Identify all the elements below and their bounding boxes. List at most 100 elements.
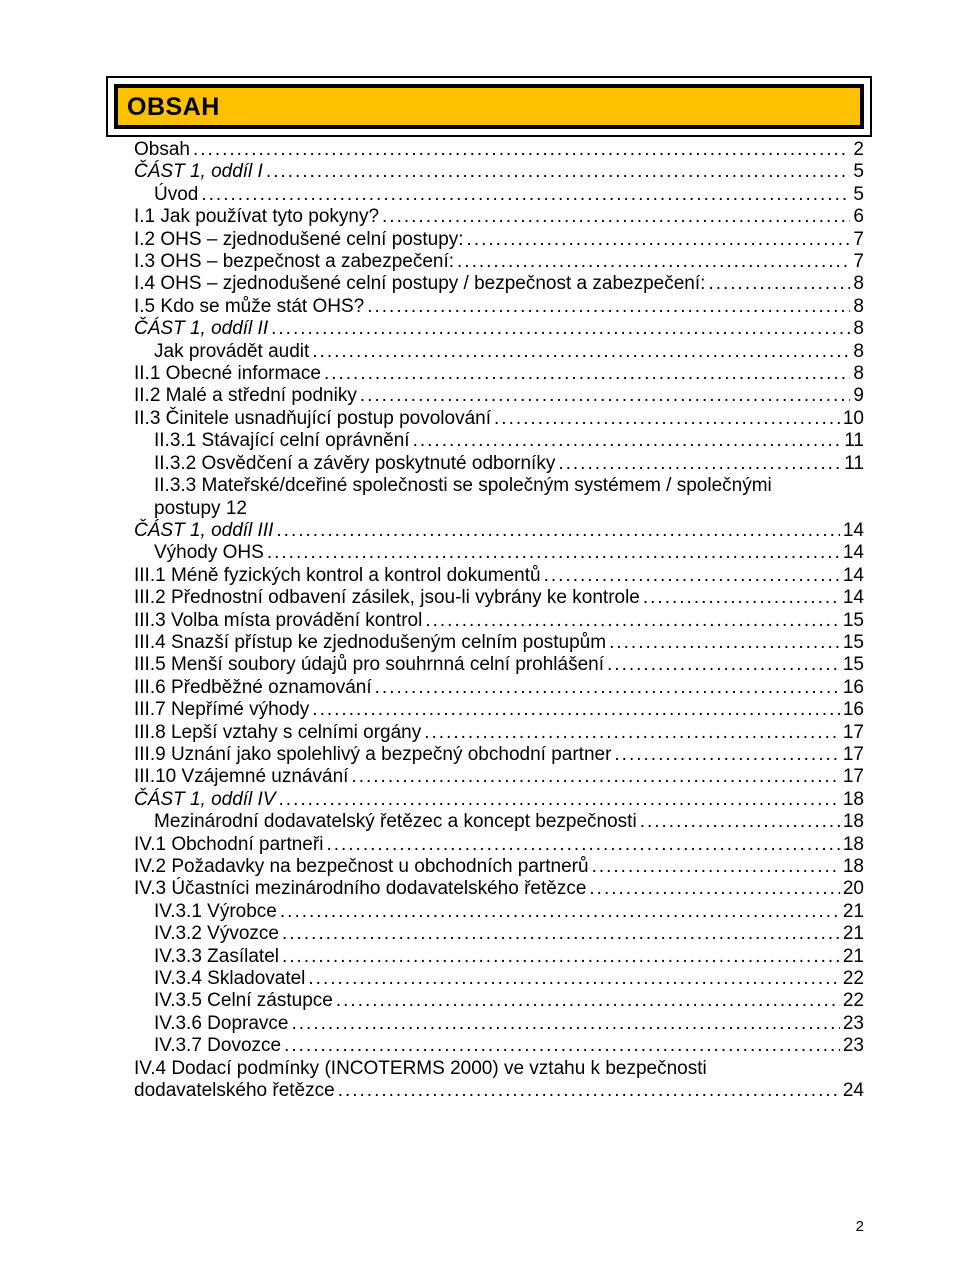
toc-entry-page: 7 — [853, 229, 864, 251]
toc-entry-label: IV.3.2 Vývozce — [154, 923, 279, 945]
toc-entry: IV.3.1 Výrobce21 — [114, 901, 864, 923]
toc-leader — [201, 184, 850, 206]
toc-entry: I.2 OHS – zjednodušené celní postupy: 7 — [114, 229, 864, 251]
toc-entry-page: 15 — [843, 632, 864, 654]
toc-entry-label: IV.3 Účastníci mezinárodního dodavatelsk… — [134, 878, 586, 900]
toc-entry-page: 18 — [843, 856, 864, 878]
toc-entry-label: Jak provádět audit — [154, 341, 309, 363]
toc-entry-label: II.3 Činitele usnadňující postup povolov… — [134, 408, 491, 430]
toc-entry-label: II.3.3 Mateřské/dceřiné společnosti se s… — [154, 475, 772, 497]
toc-leader — [607, 654, 840, 676]
toc-entry-page: 16 — [843, 699, 864, 721]
toc-entry: IV.3.4 Skladovatel 22 — [114, 968, 864, 990]
toc-entry-page: 8 — [853, 363, 864, 385]
toc-entry-page: 8 — [853, 318, 864, 340]
toc-entry: Jak provádět audit8 — [114, 341, 864, 363]
toc-entry-page: 22 — [843, 968, 864, 990]
toc-entry-page: 9 — [853, 385, 864, 407]
toc-entry: II.3.1 Stávající celní oprávnění11 — [114, 430, 864, 452]
toc-entry-page: 23 — [843, 1035, 864, 1057]
toc-entry-page: 16 — [843, 677, 864, 699]
toc-leader — [312, 341, 850, 363]
toc-entry: I.4 OHS – zjednodušené celní postupy / b… — [114, 273, 864, 295]
toc-entry-label: IV.1 Obchodní partneři — [134, 834, 323, 856]
toc-entry-page: 18 — [843, 834, 864, 856]
toc-entry: IV.3.6 Dopravce 23 — [114, 1013, 864, 1035]
toc-entry: ČÁST 1, oddíl II 8 — [114, 318, 864, 340]
toc-entry-label: III.3 Volba místa provádění kontrol — [134, 610, 422, 632]
toc-entry: III.9 Uznání jako spolehlivý a bezpečný … — [114, 744, 864, 766]
toc-leader — [592, 856, 840, 878]
toc-leader — [413, 430, 842, 452]
toc-leader — [312, 699, 840, 721]
toc-entry-label: III.4 Snazší přístup ke zjednodušeným ce… — [134, 632, 606, 654]
toc-entry-label: IV.3.4 Skladovatel — [154, 968, 305, 990]
toc-entry: III.6 Předběžné oznamování 16 — [114, 677, 864, 699]
toc-leader — [609, 632, 840, 654]
toc-entry-label: III.10 Vzájemné uznávání — [134, 766, 348, 788]
toc-leader — [643, 587, 840, 609]
toc-entry-page: 7 — [853, 251, 864, 273]
toc-entry-label: IV.3.5 Celní zástupce — [154, 990, 333, 1012]
toc-entry: IV.3.5 Celní zástupce22 — [114, 990, 864, 1012]
toc-entry-label: III.7 Nepřímé výhody — [134, 699, 309, 721]
toc-leader — [425, 610, 840, 632]
toc-entry-label: ČÁST 1, oddíl III — [134, 520, 273, 542]
toc-entry-page: 14 — [843, 520, 864, 542]
page-title: OBSAH — [127, 93, 220, 121]
toc-leader — [308, 968, 839, 990]
toc-entry-page: 18 — [843, 811, 864, 833]
toc-leader — [271, 318, 850, 340]
toc-entry: dodavatelského řetězce24 — [114, 1080, 864, 1102]
toc-entry-label: IV.3.3 Zasílatel — [154, 946, 279, 968]
toc-entry: Úvod5 — [114, 184, 864, 206]
document-page: OBSAH Obsah2ČÁST 1, oddíl I5Úvod5I.1 Jak… — [0, 0, 960, 1263]
toc-leader — [360, 385, 851, 407]
toc-entry: I.1 Jak používat tyto pokyny?6 — [114, 206, 864, 228]
toc-entry-label: IV.4 Dodací podmínky (INCOTERMS 2000) ve… — [134, 1058, 707, 1080]
toc-entry-page: 17 — [843, 766, 864, 788]
toc-leader — [589, 878, 839, 900]
toc-entry-label: Úvod — [154, 184, 198, 206]
toc-entry: postupy 12 — [114, 498, 864, 520]
toc-entry: I.3 OHS – bezpečnost a zabezpečení: 7 — [114, 251, 864, 273]
toc-leader — [292, 1013, 840, 1035]
toc-leader — [457, 251, 850, 273]
toc-leader — [375, 677, 840, 699]
toc-entry-label: IV.3.7 Dovozce — [154, 1035, 281, 1057]
toc-entry-label: IV.3.6 Dopravce — [154, 1013, 289, 1035]
page-number: 2 — [856, 1218, 864, 1235]
toc-entry-page: 17 — [843, 722, 864, 744]
toc-entry: IV.3.7 Dovozce 23 — [114, 1035, 864, 1057]
toc-entry-label: III.8 Lepší vztahy s celními orgány — [134, 722, 421, 744]
toc-entry-label: I.3 OHS – bezpečnost a zabezpečení: — [134, 251, 454, 273]
toc-entry-label: ČÁST 1, oddíl II — [134, 318, 268, 340]
title-box: OBSAH — [114, 84, 864, 129]
toc-entry-label: III.6 Předběžné oznamování — [134, 677, 372, 699]
toc-entry-label: II.2 Malé a střední podniky — [134, 385, 357, 407]
toc-leader — [338, 1080, 840, 1102]
toc-entry-label: III.1 Méně fyzických kontrol a kontrol d… — [134, 565, 541, 587]
toc-entry-label: III.9 Uznání jako spolehlivý a bezpečný … — [134, 744, 611, 766]
toc-entry-label: ČÁST 1, oddíl IV — [134, 789, 276, 811]
toc-entry-label: II.3.2 Osvědčení a závěry poskytnuté odb… — [154, 453, 555, 475]
toc-leader — [708, 273, 850, 295]
toc-leader — [282, 946, 840, 968]
toc-entry-page: 23 — [843, 1013, 864, 1035]
toc-leader — [267, 542, 840, 564]
toc-entry-page: 10 — [843, 408, 864, 430]
toc-leader — [279, 789, 840, 811]
toc-leader — [193, 139, 850, 161]
toc-entry: III.1 Méně fyzických kontrol a kontrol d… — [114, 565, 864, 587]
toc-leader — [424, 722, 840, 744]
toc-entry-label: Výhody OHS — [154, 542, 264, 564]
toc-entry-label: III.2 Přednostní odbavení zásilek, jsou-… — [134, 587, 640, 609]
toc-entry: III.2 Přednostní odbavení zásilek, jsou-… — [114, 587, 864, 609]
toc-list: Obsah2ČÁST 1, oddíl I5Úvod5I.1 Jak použí… — [114, 139, 864, 1102]
toc-leader — [324, 363, 850, 385]
toc-leader — [284, 1035, 840, 1057]
toc-entry-label: I.2 OHS – zjednodušené celní postupy: — [134, 229, 464, 251]
toc-entry: Obsah2 — [114, 139, 864, 161]
toc-entry-page: 18 — [843, 789, 864, 811]
toc-entry-page: 24 — [843, 1080, 864, 1102]
